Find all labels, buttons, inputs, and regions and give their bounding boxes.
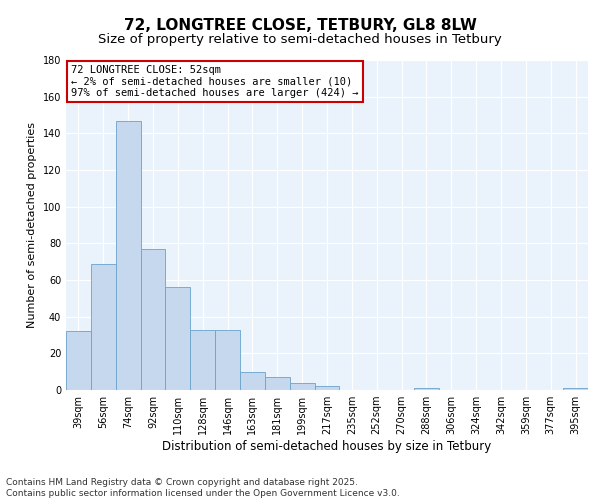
Bar: [240, 372, 265, 390]
Bar: [166, 288, 190, 390]
Bar: [116, 120, 140, 390]
Bar: [215, 330, 240, 390]
Bar: [314, 386, 340, 390]
Bar: [190, 330, 215, 390]
Bar: [66, 332, 91, 390]
X-axis label: Distribution of semi-detached houses by size in Tetbury: Distribution of semi-detached houses by …: [163, 440, 491, 453]
Text: 72 LONGTREE CLOSE: 52sqm
← 2% of semi-detached houses are smaller (10)
97% of se: 72 LONGTREE CLOSE: 52sqm ← 2% of semi-de…: [71, 65, 359, 98]
Text: Contains HM Land Registry data © Crown copyright and database right 2025.
Contai: Contains HM Land Registry data © Crown c…: [6, 478, 400, 498]
Bar: [265, 377, 290, 390]
Text: Size of property relative to semi-detached houses in Tetbury: Size of property relative to semi-detach…: [98, 32, 502, 46]
Bar: [563, 388, 588, 390]
Text: 72, LONGTREE CLOSE, TETBURY, GL8 8LW: 72, LONGTREE CLOSE, TETBURY, GL8 8LW: [124, 18, 476, 32]
Bar: [414, 388, 439, 390]
Bar: [91, 264, 116, 390]
Bar: [290, 382, 314, 390]
Bar: [140, 249, 166, 390]
Y-axis label: Number of semi-detached properties: Number of semi-detached properties: [27, 122, 37, 328]
